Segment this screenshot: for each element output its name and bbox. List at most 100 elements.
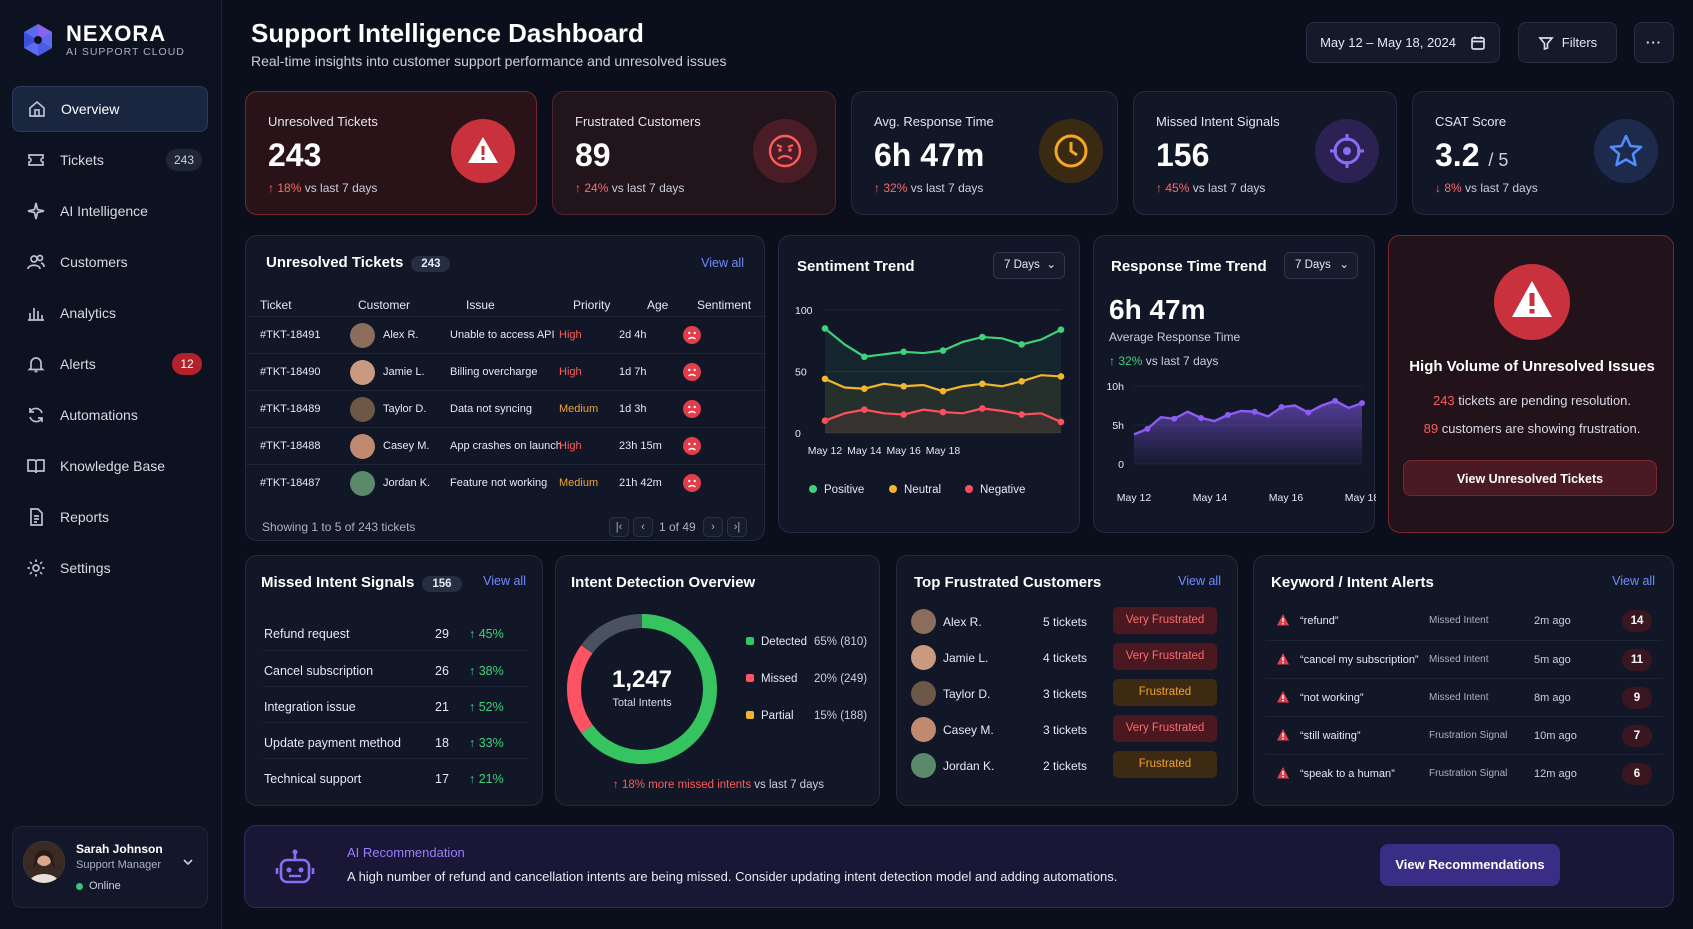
kpi-value: 89	[575, 137, 611, 173]
sidebar-item-automations[interactable]: Automations	[12, 392, 208, 438]
last-page-button[interactable]: ›|	[727, 517, 747, 537]
sidebar-item-ai-intelligence[interactable]: AI Intelligence	[12, 188, 208, 234]
view-unresolved-tickets-button[interactable]: View Unresolved Tickets	[1403, 460, 1657, 496]
negative-data-point	[979, 405, 986, 412]
ticket-count: 4 tickets	[1043, 651, 1088, 665]
list-item[interactable]: Casey M. 3 tickets Very Frustrated	[909, 710, 1217, 749]
document-icon	[30, 508, 43, 526]
list-item[interactable]: “refund” Missed Intent 2m ago 14	[1266, 602, 1662, 640]
y-tick-label: 0	[1118, 459, 1124, 471]
partial-slice	[581, 614, 643, 654]
brand[interactable]: NEXORA AI SUPPORT CLOUD	[20, 22, 185, 58]
intent-delta: ↑ 45%	[469, 627, 504, 641]
avatar	[350, 360, 375, 385]
calendar-icon	[1471, 36, 1485, 50]
legend-positive: Positive	[809, 484, 864, 496]
kpi-card-missed-intent[interactable]: Missed Intent Signals 156 ↑ 45% vs last …	[1133, 91, 1397, 215]
kpi-delta: ↑ 24% vs last 7 days	[575, 181, 685, 195]
filters-button[interactable]: Filters	[1518, 22, 1617, 63]
neutral-data-point	[900, 382, 907, 390]
robot-icon	[275, 849, 315, 884]
intent-count: 18	[435, 736, 449, 750]
intent-label: Refund request	[264, 627, 350, 641]
sad-face-icon	[683, 437, 701, 455]
sidebar-item-reports[interactable]: Reports	[12, 494, 208, 540]
positive-data-point	[861, 353, 868, 361]
frustration-badge: Frustrated	[1113, 679, 1217, 706]
avatar	[23, 841, 65, 883]
list-item[interactable]: Jordan K. 2 tickets Frustrated	[909, 746, 1217, 785]
kpi-card-frustrated[interactable]: Frustrated Customers 89 ↑ 24% vs last 7 …	[552, 91, 836, 215]
list-item[interactable]: Jamie L. 4 tickets Very Frustrated	[909, 638, 1217, 677]
list-item[interactable]: “still waiting” Frustration Signal 10m ago…	[1266, 716, 1662, 754]
list-item[interactable]: Integration issue 21 ↑ 52%	[262, 686, 528, 725]
avatar	[911, 753, 936, 778]
customer-name: Jamie L.	[943, 651, 989, 665]
sidebar-item-knowledge-base[interactable]: Knowledge Base	[12, 443, 208, 489]
sidebar-item-customers[interactable]: Customers	[12, 239, 208, 285]
sidebar-item-settings[interactable]: Settings	[12, 545, 208, 591]
legend-partial: Partial 15% (188)	[746, 710, 867, 722]
list-item[interactable]: Alex R. 5 tickets Very Frustrated	[909, 602, 1217, 641]
first-page-button[interactable]: |‹	[609, 517, 629, 537]
ticket-count: 2 tickets	[1043, 759, 1088, 773]
ticket-count: 5 tickets	[1043, 615, 1088, 629]
date-range-label: May 12 – May 18, 2024	[1320, 35, 1456, 50]
brand-tagline: AI SUPPORT CLOUD	[66, 46, 185, 58]
table-row[interactable]: #TKT-18488 Casey M. App crashes on launch H…	[246, 427, 766, 464]
table-row[interactable]: #TKT-18487 Jordan K. Feature not working Me…	[246, 464, 766, 501]
response-data-point	[1171, 415, 1178, 422]
list-item[interactable]: Refund request 29 ↑ 45%	[262, 614, 528, 653]
list-item[interactable]: “speak to a human” Frustration Signal 12m …	[1266, 754, 1662, 792]
list-item[interactable]: “not working” Missed Intent 8m ago 9	[1266, 678, 1662, 716]
avatar	[911, 681, 936, 706]
sentiment-range-dropdown[interactable]: 7 Days ⌄	[993, 252, 1065, 279]
list-item[interactable]: Taylor D. 3 tickets Frustrated	[909, 674, 1217, 713]
neutral-data-point	[861, 385, 868, 393]
sidebar-item-analytics[interactable]: Analytics	[12, 290, 208, 336]
date-range-picker[interactable]: May 12 – May 18, 2024	[1306, 22, 1500, 63]
chevron-down-icon[interactable]	[181, 855, 195, 869]
view-all-link[interactable]: View all	[1612, 574, 1655, 588]
customer-name: Jordan K.	[383, 477, 431, 489]
alert-line-2: 89 customers are showing frustration.	[1423, 421, 1641, 436]
kpi-value: 156	[1156, 137, 1210, 173]
sidebar-item-label: Overview	[61, 101, 120, 117]
list-item[interactable]: Technical support 17 ↑ 21%	[262, 758, 528, 797]
avatar	[350, 397, 375, 422]
next-page-button[interactable]: ›	[703, 517, 723, 537]
intent-label: Update payment method	[264, 736, 401, 750]
view-all-link[interactable]: View all	[701, 256, 744, 270]
total-intents-value: 1,247	[611, 666, 673, 693]
alert-count-badge: 7	[1622, 725, 1652, 747]
intent-detection-panel: Intent Detection Overview 1,247 Total In…	[555, 555, 880, 806]
user-profile-card[interactable]: Sarah Johnson Support Manager Online	[12, 826, 208, 908]
list-item[interactable]: “cancel my subscription” Missed Intent 5m …	[1266, 640, 1662, 678]
section-title: Intent Detection Overview	[571, 574, 756, 591]
priority-label: High	[559, 366, 582, 378]
list-item[interactable]: Update payment method 18 ↑ 33%	[262, 722, 528, 761]
prev-page-button[interactable]: ‹	[633, 517, 653, 537]
warning-icon	[451, 119, 515, 183]
view-all-link[interactable]: View all	[483, 574, 526, 588]
sidebar-item-tickets[interactable]: Tickets 243	[12, 137, 208, 183]
ticket-count: 3 tickets	[1043, 687, 1088, 701]
tickets-count-badge: 243	[165, 149, 202, 171]
kpi-card-response[interactable]: Avg. Response Time 6h 47m ↑ 32% vs last …	[851, 91, 1118, 215]
table-row[interactable]: #TKT-18489 Taylor D. Data not syncing Mediu…	[246, 390, 766, 427]
kpi-card-csat[interactable]: CSAT Score 3.2 / 5 ↓ 8% vs last 7 days	[1412, 91, 1674, 215]
kpi-card-unresolved[interactable]: Unresolved Tickets 243 ↑ 18% vs last 7 d…	[245, 91, 537, 215]
column-header: Sentiment	[697, 298, 752, 312]
view-all-link[interactable]: View all	[1178, 574, 1221, 588]
sidebar-item-overview[interactable]: Overview	[12, 86, 208, 132]
table-row[interactable]: #TKT-18490 Jamie L. Billing overcharge High…	[246, 353, 766, 390]
alert-type: Missed Intent	[1429, 615, 1489, 626]
view-recommendations-button[interactable]: View Recommendations	[1380, 844, 1560, 886]
sidebar-item-alerts[interactable]: Alerts 12	[12, 341, 208, 387]
x-tick-label: May 18	[1345, 492, 1376, 504]
more-options-button[interactable]: ···	[1634, 22, 1674, 63]
table-row[interactable]: #TKT-18491 Alex R. Unable to access API Hig…	[246, 316, 766, 353]
response-data-point	[1332, 397, 1339, 404]
list-item[interactable]: Cancel subscription 26 ↑ 38%	[262, 650, 528, 689]
response-range-dropdown[interactable]: 7 Days ⌄	[1284, 252, 1358, 279]
